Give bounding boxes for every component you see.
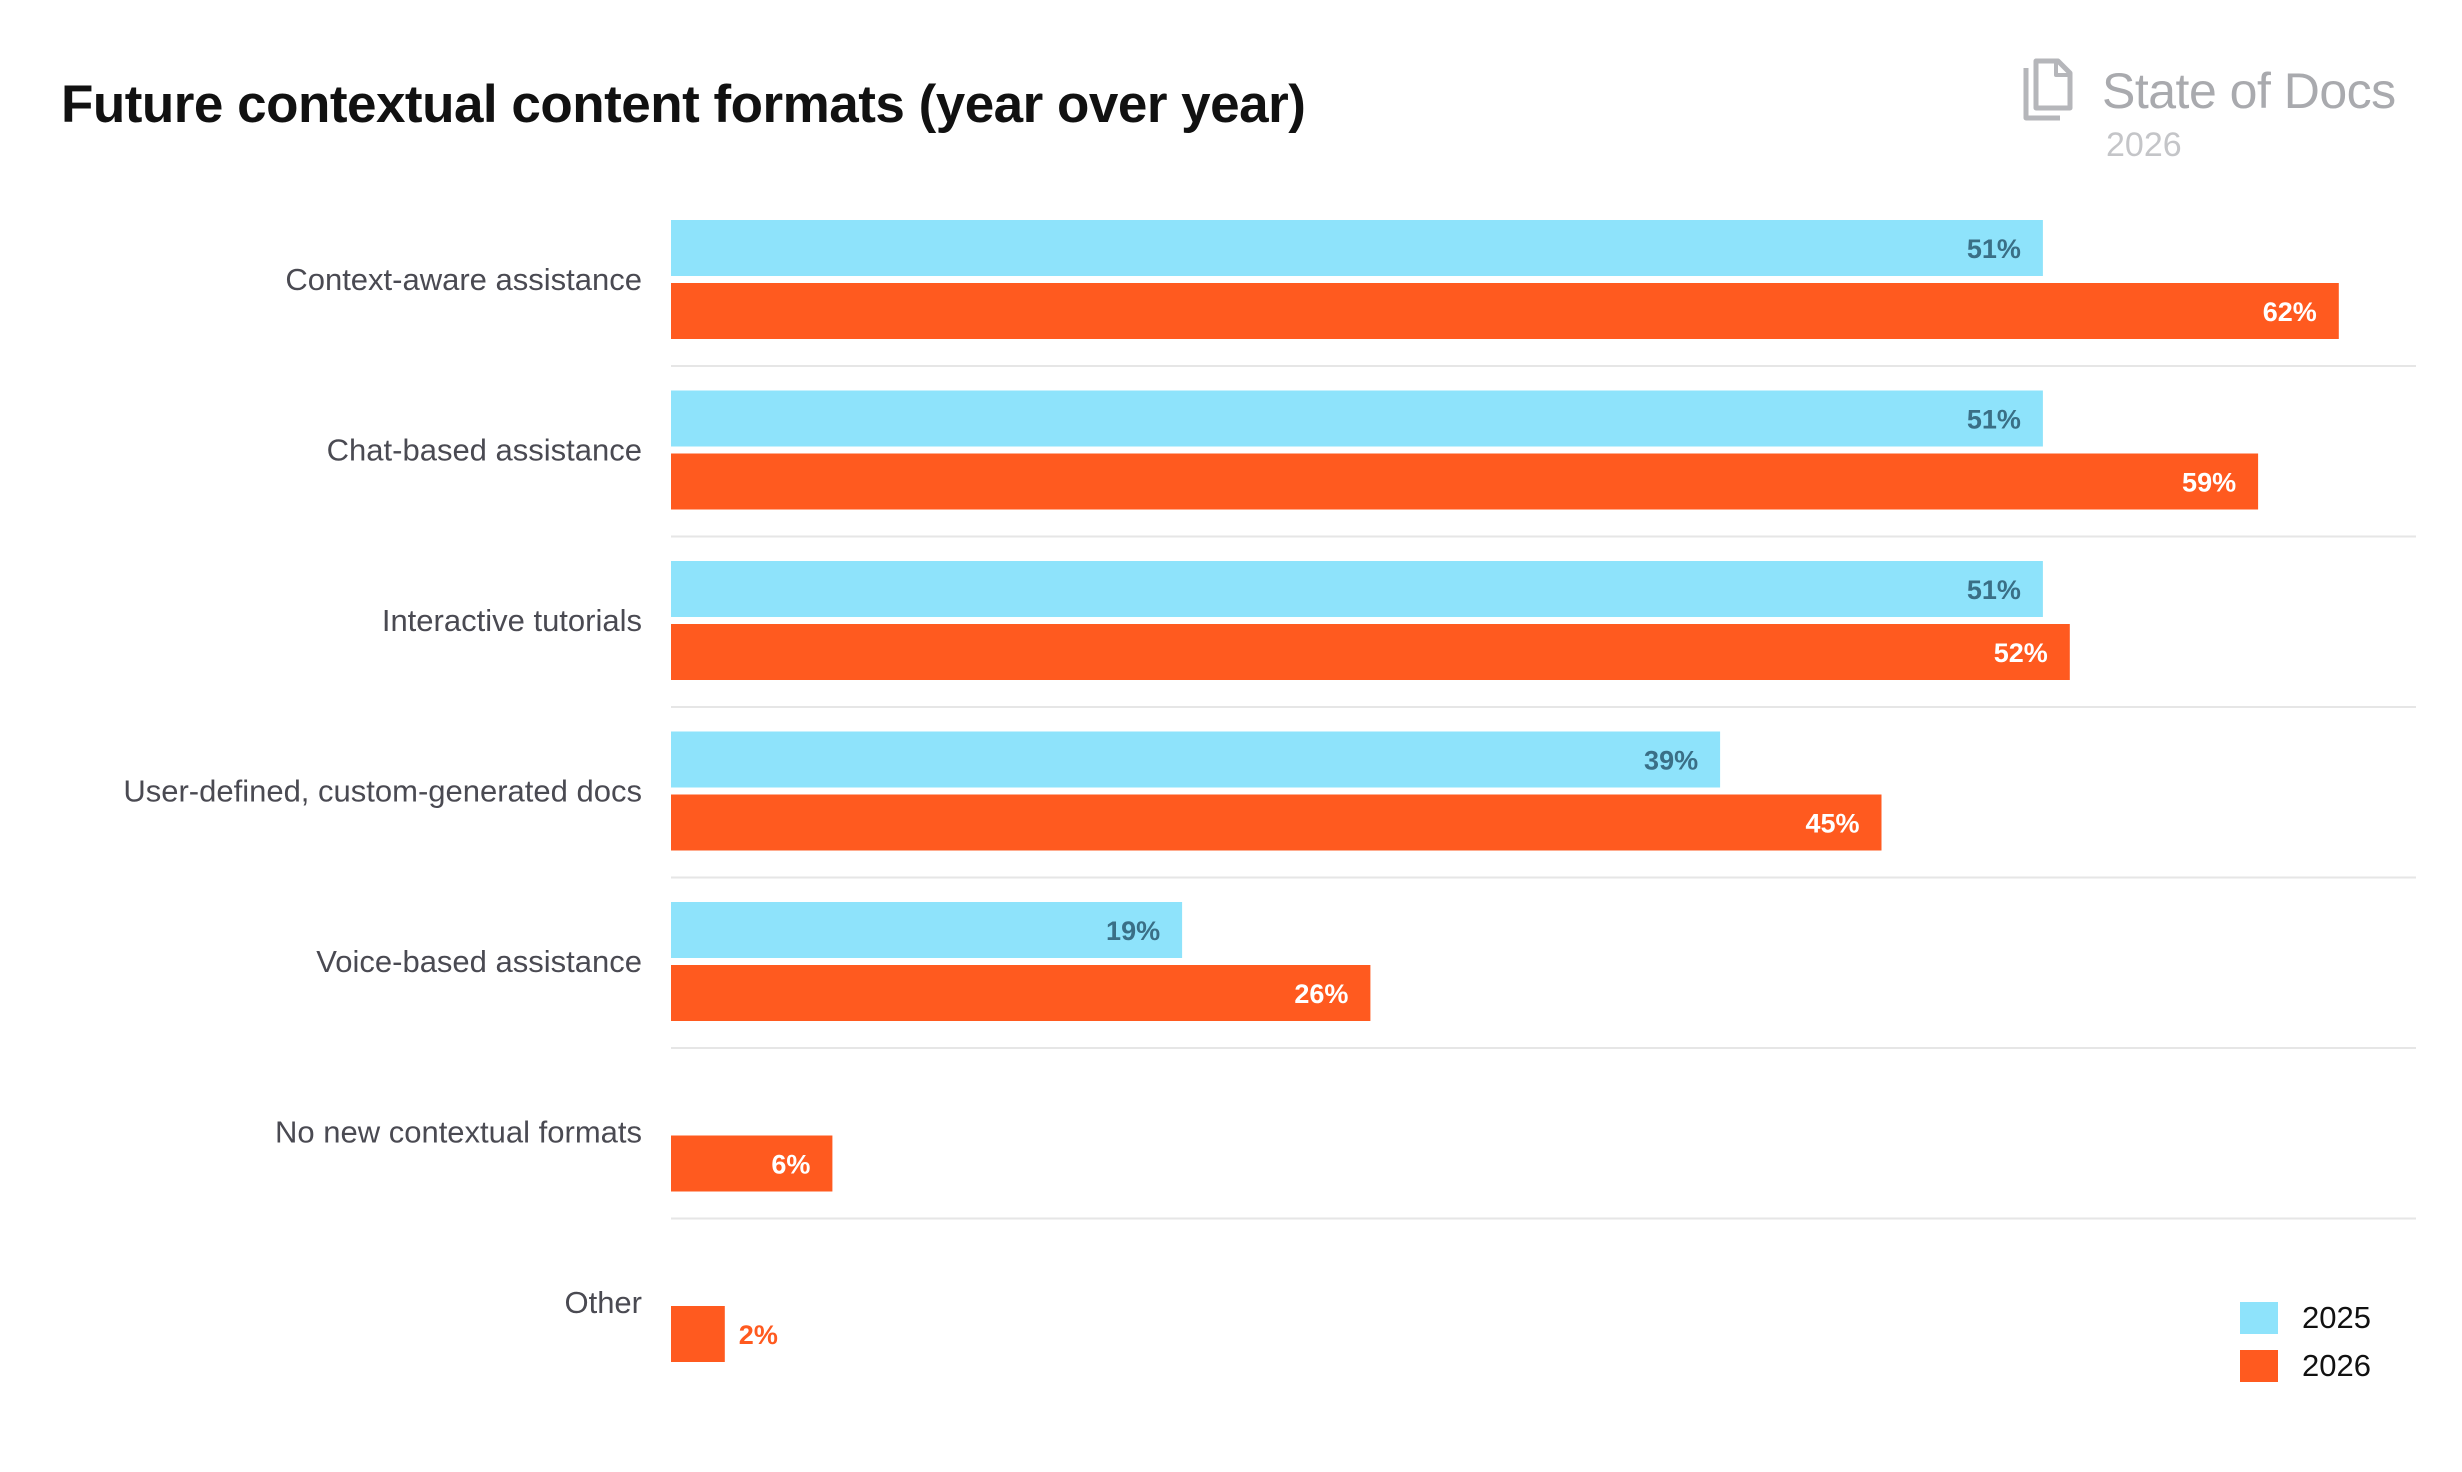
bar-2026-interactive-tutorials	[671, 624, 2070, 680]
brand-logo: State of Docs 2026	[2016, 58, 2396, 168]
data-label-2025-chat-based-assistance: 51%	[1967, 405, 2021, 435]
data-label-2026-no-new-contextual-formats: 6%	[771, 1150, 810, 1180]
bar-2025-context-aware-assistance	[671, 220, 2043, 276]
data-label-2026-context-aware-assistance: 62%	[2263, 297, 2317, 327]
data-label-2025-user-defined-custom-generated-docs: 39%	[1644, 746, 1698, 776]
legend-label-2025: 2025	[2302, 1300, 2371, 1335]
bar-2025-user-defined-custom-generated-docs	[671, 731, 1721, 788]
bar-2026-context-aware-assistance	[671, 283, 2339, 339]
bar-2025-voice-based-assistance	[671, 902, 1183, 958]
legend-swatch-2025	[2240, 1302, 2278, 1334]
category-label-other: Other	[564, 1285, 642, 1320]
bar-2026-no-new-contextual-formats	[671, 1135, 833, 1192]
bar-2026-chat-based-assistance	[671, 453, 2259, 510]
legend-item-2026: 2026	[2240, 1342, 2371, 1390]
data-label-2026-interactive-tutorials: 52%	[1994, 638, 2048, 668]
legend-label-2026: 2026	[2302, 1348, 2371, 1383]
category-label-user-defined-custom-generated-docs: User-defined, custom-generated docs	[123, 774, 642, 809]
legend: 2025 2026	[2240, 1294, 2371, 1390]
brand-name: State of Docs	[2102, 63, 2396, 119]
bar-2026-user-defined-custom-generated-docs	[671, 794, 1882, 851]
document-stack-icon	[2023, 58, 2073, 121]
category-label-no-new-contextual-formats: No new contextual formats	[275, 1115, 642, 1150]
category-label-context-aware-assistance: Context-aware assistance	[285, 262, 642, 297]
category-label-voice-based-assistance: Voice-based assistance	[316, 944, 642, 979]
bar-2026-voice-based-assistance	[671, 965, 1371, 1021]
data-label-2026-user-defined-custom-generated-docs: 45%	[1805, 809, 1859, 839]
data-label-2025-interactive-tutorials: 51%	[1967, 575, 2021, 605]
legend-swatch-2026	[2240, 1350, 2278, 1382]
category-label-interactive-tutorials: Interactive tutorials	[382, 603, 642, 638]
data-label-2026-other: 2%	[739, 1320, 778, 1350]
bar-2025-chat-based-assistance	[671, 390, 2043, 447]
legend-item-2025: 2025	[2240, 1294, 2371, 1342]
data-label-2026-chat-based-assistance: 59%	[2182, 468, 2236, 498]
bar-2025-interactive-tutorials	[671, 561, 2043, 617]
data-label-2025-voice-based-assistance: 19%	[1106, 916, 1160, 946]
chart-title: Future contextual content formats (year …	[61, 75, 1306, 134]
category-label-chat-based-assistance: Chat-based assistance	[327, 433, 642, 468]
data-label-2026-voice-based-assistance: 26%	[1294, 979, 1348, 1009]
bar-2026-other	[671, 1306, 725, 1362]
data-label-2025-context-aware-assistance: 51%	[1967, 234, 2021, 264]
brand-year: 2026	[2106, 126, 2182, 164]
